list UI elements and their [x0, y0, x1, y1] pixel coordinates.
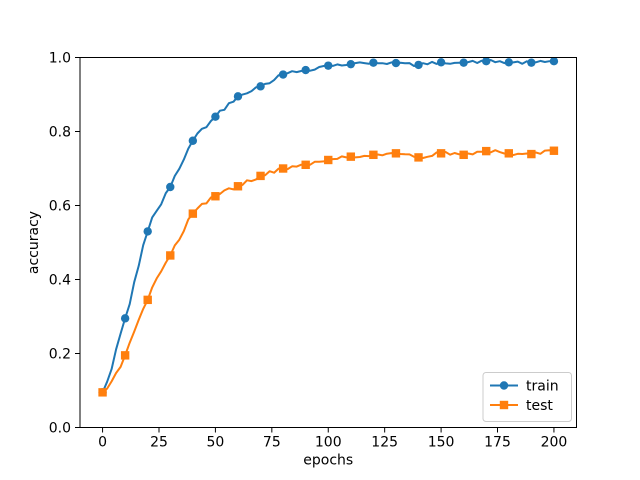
test-marker [211, 192, 220, 201]
train-marker [324, 61, 333, 70]
legend-label-test: test [526, 398, 553, 414]
train-marker [301, 65, 310, 75]
x-tick-label: 150 [428, 435, 455, 451]
test-marker [120, 351, 130, 360]
x-tick-label: 175 [484, 435, 511, 451]
test-marker [459, 150, 468, 160]
test-marker [233, 182, 243, 191]
y-tick-label: 0.4 [49, 273, 71, 289]
train-marker [549, 57, 559, 66]
y-tick-label: 0.0 [49, 421, 71, 437]
test-marker [98, 388, 107, 397]
test-marker [504, 149, 513, 158]
y-tick-label: 0.6 [49, 199, 71, 215]
train-marker [482, 57, 491, 66]
train-marker [143, 227, 152, 236]
train-marker [346, 59, 356, 69]
y-tick-label: 0.2 [49, 347, 71, 363]
test-marker [482, 146, 491, 156]
legend-label-train: train [526, 379, 559, 395]
train-marker [369, 58, 378, 67]
x-tick-label: 100 [315, 435, 342, 451]
test-marker [391, 149, 401, 158]
train-marker [459, 58, 468, 67]
test-marker [527, 149, 536, 159]
legend-marker-test [499, 400, 509, 410]
train-marker [233, 92, 243, 101]
test-marker [301, 160, 310, 169]
y-tick-label: 1.0 [49, 51, 71, 67]
y-tick-label: 0.8 [49, 125, 71, 141]
axes-frame [79, 57, 577, 428]
x-axis-label: epochs [303, 453, 353, 469]
test-marker [166, 251, 175, 260]
train-marker [504, 58, 513, 67]
legend-marker-train [499, 381, 509, 390]
train-marker [211, 112, 220, 121]
test-marker [278, 164, 288, 173]
train-marker [278, 70, 288, 79]
train-marker [120, 314, 130, 323]
y-axis-label: accuracy [26, 211, 42, 274]
train-marker [527, 58, 536, 67]
train-marker [256, 82, 265, 91]
test-marker [256, 171, 265, 181]
test-marker [143, 295, 152, 305]
series-layer [98, 57, 559, 397]
train-marker [166, 182, 175, 192]
x-tick-label: 50 [206, 435, 224, 451]
x-tick-label: 25 [150, 435, 168, 451]
test-marker [188, 209, 198, 218]
x-tick-label: 75 [263, 435, 281, 451]
x-tick-label: 0 [98, 435, 107, 451]
train-marker [391, 58, 401, 68]
test-marker [414, 153, 423, 162]
train-marker [188, 136, 198, 145]
x-tick-label: 200 [541, 435, 568, 451]
test-marker [369, 150, 378, 160]
test-marker [324, 155, 333, 165]
test-marker [436, 149, 446, 158]
x-tick-label: 125 [371, 435, 398, 451]
test-marker [549, 146, 559, 155]
plot-area [80, 57, 577, 428]
test-marker [346, 152, 356, 161]
train-marker [414, 60, 423, 70]
train-marker [436, 58, 446, 67]
